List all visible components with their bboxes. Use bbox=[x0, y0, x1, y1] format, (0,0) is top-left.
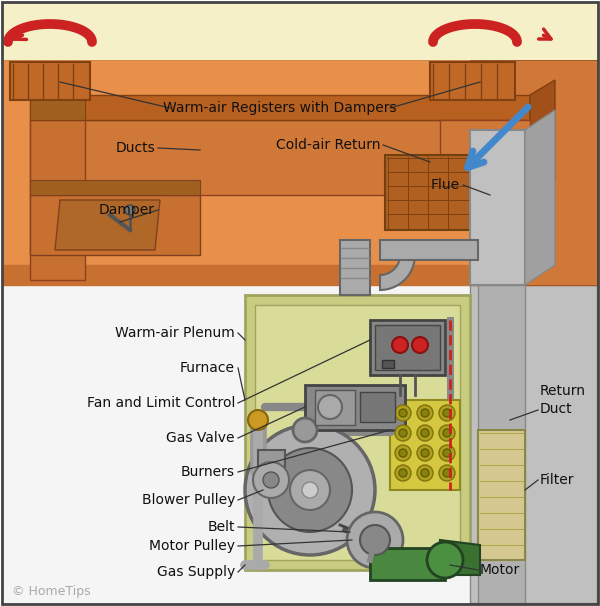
Circle shape bbox=[125, 205, 135, 215]
Polygon shape bbox=[530, 80, 555, 195]
Polygon shape bbox=[30, 95, 85, 120]
Circle shape bbox=[399, 469, 407, 477]
Text: Flue: Flue bbox=[431, 178, 460, 192]
Circle shape bbox=[443, 469, 451, 477]
Circle shape bbox=[439, 465, 455, 481]
Polygon shape bbox=[470, 285, 597, 603]
Polygon shape bbox=[478, 430, 525, 560]
Text: Cold-air Return: Cold-air Return bbox=[275, 138, 380, 152]
Circle shape bbox=[443, 409, 451, 417]
Text: Fan and Limit Control: Fan and Limit Control bbox=[86, 396, 235, 410]
Text: Gas Supply: Gas Supply bbox=[157, 565, 235, 579]
Text: Belt: Belt bbox=[208, 520, 235, 534]
Polygon shape bbox=[440, 120, 530, 195]
Circle shape bbox=[395, 405, 411, 421]
Polygon shape bbox=[385, 155, 470, 230]
Text: Burners: Burners bbox=[181, 465, 235, 479]
Polygon shape bbox=[10, 62, 90, 100]
Circle shape bbox=[443, 429, 451, 437]
Circle shape bbox=[290, 470, 330, 510]
Polygon shape bbox=[245, 295, 470, 570]
Polygon shape bbox=[30, 95, 530, 120]
Text: Warm-air Registers with Dampers: Warm-air Registers with Dampers bbox=[163, 101, 397, 115]
Circle shape bbox=[417, 465, 433, 481]
Polygon shape bbox=[440, 540, 480, 575]
Polygon shape bbox=[3, 3, 597, 285]
Circle shape bbox=[443, 449, 451, 457]
Polygon shape bbox=[380, 240, 478, 260]
Polygon shape bbox=[30, 195, 200, 255]
Circle shape bbox=[263, 472, 279, 488]
Circle shape bbox=[439, 445, 455, 461]
Circle shape bbox=[395, 445, 411, 461]
Circle shape bbox=[395, 465, 411, 481]
Bar bbox=[305, 385, 405, 430]
Polygon shape bbox=[470, 130, 525, 285]
Bar bbox=[360, 392, 395, 422]
Circle shape bbox=[360, 525, 390, 555]
Polygon shape bbox=[3, 3, 597, 60]
Circle shape bbox=[392, 337, 408, 353]
Text: Return
Duct: Return Duct bbox=[540, 384, 586, 416]
Circle shape bbox=[439, 405, 455, 421]
Circle shape bbox=[395, 425, 411, 441]
Polygon shape bbox=[3, 60, 597, 275]
Polygon shape bbox=[255, 305, 460, 560]
Bar bbox=[315, 390, 355, 425]
Text: Furnace: Furnace bbox=[180, 361, 235, 375]
Polygon shape bbox=[370, 548, 445, 580]
Circle shape bbox=[347, 512, 403, 568]
Polygon shape bbox=[30, 120, 530, 195]
Polygon shape bbox=[30, 180, 200, 195]
Polygon shape bbox=[30, 120, 85, 280]
Circle shape bbox=[318, 395, 342, 419]
Bar bbox=[375, 325, 440, 370]
Bar bbox=[382, 360, 394, 368]
Circle shape bbox=[399, 429, 407, 437]
Text: Motor: Motor bbox=[480, 563, 520, 577]
Text: Motor Pulley: Motor Pulley bbox=[149, 539, 235, 553]
Polygon shape bbox=[430, 62, 515, 100]
Text: Blower Pulley: Blower Pulley bbox=[142, 493, 235, 507]
Circle shape bbox=[412, 337, 428, 353]
Polygon shape bbox=[380, 255, 415, 290]
Circle shape bbox=[302, 482, 318, 498]
Text: Ducts: Ducts bbox=[115, 141, 155, 155]
Polygon shape bbox=[3, 265, 597, 285]
Circle shape bbox=[421, 469, 429, 477]
Polygon shape bbox=[55, 200, 160, 250]
Circle shape bbox=[253, 462, 289, 498]
Polygon shape bbox=[525, 110, 555, 285]
Circle shape bbox=[399, 449, 407, 457]
Polygon shape bbox=[390, 400, 460, 490]
Circle shape bbox=[439, 425, 455, 441]
Polygon shape bbox=[470, 60, 597, 285]
Bar bbox=[370, 320, 445, 375]
Circle shape bbox=[417, 425, 433, 441]
Circle shape bbox=[417, 405, 433, 421]
Polygon shape bbox=[340, 240, 370, 295]
Circle shape bbox=[421, 409, 429, 417]
Polygon shape bbox=[478, 285, 525, 603]
Text: Gas Valve: Gas Valve bbox=[167, 431, 235, 445]
Circle shape bbox=[427, 542, 463, 578]
Circle shape bbox=[268, 448, 352, 532]
Polygon shape bbox=[258, 450, 285, 480]
Polygon shape bbox=[3, 285, 597, 603]
Circle shape bbox=[417, 445, 433, 461]
Circle shape bbox=[421, 449, 429, 457]
Circle shape bbox=[248, 410, 268, 430]
Text: Warm-air Plenum: Warm-air Plenum bbox=[115, 326, 235, 340]
Circle shape bbox=[399, 409, 407, 417]
Circle shape bbox=[421, 429, 429, 437]
Text: Filter: Filter bbox=[540, 473, 575, 487]
Circle shape bbox=[293, 418, 317, 442]
Circle shape bbox=[245, 425, 375, 555]
Text: Damper: Damper bbox=[99, 203, 155, 217]
Text: © HomeTips: © HomeTips bbox=[12, 585, 91, 599]
